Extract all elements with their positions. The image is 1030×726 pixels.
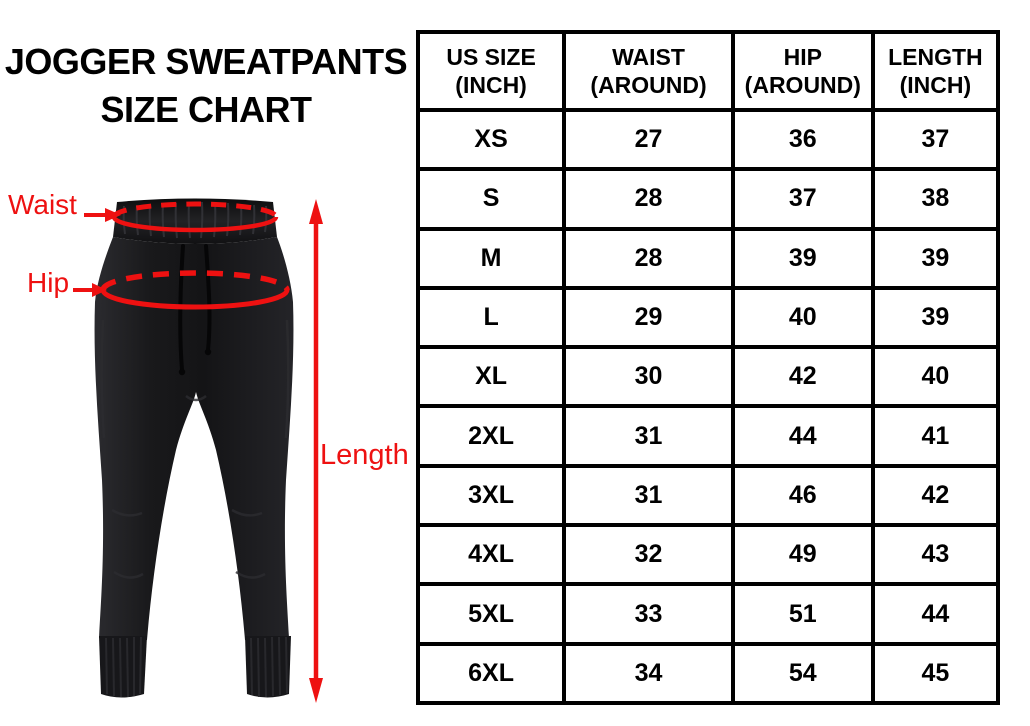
column-header-waist: WAIST (AROUND) bbox=[562, 30, 735, 112]
table-row: 4XL 32 49 43 bbox=[415, 523, 1001, 587]
table-row: S 28 37 38 bbox=[415, 167, 1001, 231]
cell-length: 39 bbox=[870, 226, 1001, 290]
table-row: XS 27 36 37 bbox=[415, 107, 1001, 172]
cell-length: 39 bbox=[870, 285, 1001, 350]
cell-length: 40 bbox=[870, 345, 1001, 409]
column-header-hip: HIP (AROUND) bbox=[730, 30, 875, 112]
table-row: L 29 40 39 bbox=[415, 285, 1001, 350]
cell-waist: 28 bbox=[562, 226, 735, 290]
cell-hip: 36 bbox=[730, 107, 875, 172]
cell-length: 38 bbox=[870, 167, 1001, 231]
cell-hip: 40 bbox=[730, 285, 875, 350]
cell-size: 3XL bbox=[415, 463, 567, 528]
cell-size: 6XL bbox=[415, 641, 567, 706]
cell-length: 43 bbox=[870, 523, 1001, 587]
cell-size: 5XL bbox=[415, 582, 567, 646]
cell-waist: 34 bbox=[562, 641, 735, 706]
cell-waist: 29 bbox=[562, 285, 735, 350]
table-row: 3XL 31 46 42 bbox=[415, 463, 1001, 528]
hip-measure-ellipse bbox=[100, 270, 290, 310]
cell-hip: 46 bbox=[730, 463, 875, 528]
length-arrowhead-down-icon bbox=[309, 678, 323, 703]
hip-arrowhead-icon bbox=[92, 283, 107, 297]
column-header-us-size: US SIZE (INCH) bbox=[415, 30, 567, 112]
cell-hip: 37 bbox=[730, 167, 875, 231]
cell-hip: 39 bbox=[730, 226, 875, 290]
cell-size: M bbox=[415, 226, 567, 290]
header-row: US SIZE (INCH) WAIST (AROUND) HIP (AROUN… bbox=[415, 30, 1001, 112]
waist-arrowhead-icon bbox=[105, 208, 121, 222]
cell-waist: 30 bbox=[562, 345, 735, 409]
table-row: 2XL 31 44 41 bbox=[415, 404, 1001, 468]
cell-length: 44 bbox=[870, 582, 1001, 646]
length-arrowhead-up-icon bbox=[309, 199, 323, 224]
cell-waist: 31 bbox=[562, 463, 735, 528]
waist-label: Waist bbox=[8, 189, 77, 220]
cell-hip: 54 bbox=[730, 641, 875, 706]
cell-hip: 44 bbox=[730, 404, 875, 468]
length-label: Length bbox=[320, 439, 409, 471]
cell-waist: 28 bbox=[562, 167, 735, 231]
cell-length: 41 bbox=[870, 404, 1001, 468]
table-row: M 28 39 39 bbox=[415, 226, 1001, 290]
cell-size: XS bbox=[415, 107, 567, 172]
cell-waist: 31 bbox=[562, 404, 735, 468]
jogger-pants-illustration bbox=[73, 198, 323, 703]
cell-length: 45 bbox=[870, 641, 1001, 706]
cell-waist: 32 bbox=[562, 523, 735, 587]
pants-diagram: Waist Hip Length bbox=[0, 180, 415, 726]
hip-label: Hip bbox=[27, 267, 70, 298]
waist-measure-ellipse bbox=[111, 201, 279, 233]
size-chart-table: US SIZE (INCH) WAIST (AROUND) HIP (AROUN… bbox=[415, 30, 1001, 706]
cell-size: L bbox=[415, 285, 567, 350]
column-header-length: LENGTH (INCH) bbox=[870, 30, 1001, 112]
table-row: XL 30 42 40 bbox=[415, 345, 1001, 409]
cell-size: 4XL bbox=[415, 523, 567, 587]
table-row: 5XL 33 51 44 bbox=[415, 582, 1001, 646]
cell-length: 42 bbox=[870, 463, 1001, 528]
cell-size: S bbox=[415, 167, 567, 231]
cell-hip: 51 bbox=[730, 582, 875, 646]
pants-graphic bbox=[94, 198, 294, 698]
cell-length: 37 bbox=[870, 107, 1001, 172]
page-title-line1: JOGGER SWEATPANTS bbox=[4, 41, 408, 82]
cell-waist: 27 bbox=[562, 107, 735, 172]
cell-hip: 49 bbox=[730, 523, 875, 587]
page-title: JOGGER SWEATPANTS SIZE CHART bbox=[0, 38, 412, 134]
cell-waist: 33 bbox=[562, 582, 735, 646]
cell-size: XL bbox=[415, 345, 567, 409]
cell-hip: 42 bbox=[730, 345, 875, 409]
table-row: 6XL 34 54 45 bbox=[415, 641, 1001, 706]
page-title-line2: SIZE CHART bbox=[100, 89, 313, 130]
cell-size: 2XL bbox=[415, 404, 567, 468]
